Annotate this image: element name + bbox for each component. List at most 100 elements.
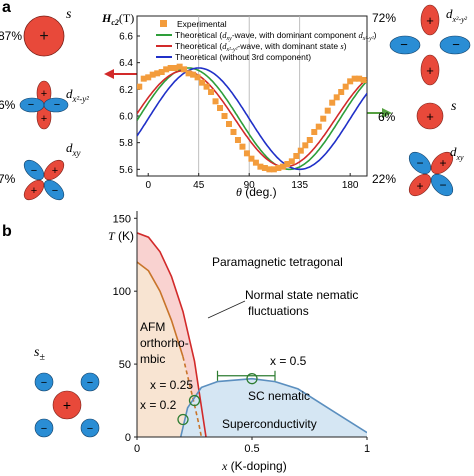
experimental-point	[137, 83, 143, 90]
chart-b-xlabel: x (K-doping)	[221, 459, 287, 473]
svg-text:−: −	[439, 178, 446, 192]
right-s-percent: 6%	[378, 110, 396, 124]
right-dxy-symbol: dxy	[450, 144, 464, 162]
left-dxy-symbol: dxy	[66, 140, 81, 158]
svg-text:−: −	[52, 185, 58, 197]
experimental-point	[239, 143, 246, 150]
experimental-point	[257, 163, 264, 170]
experimental-point	[230, 129, 237, 135]
label-x02: x = 0.2	[140, 398, 177, 412]
y-tick-label: 100	[113, 286, 131, 298]
experimental-point	[338, 89, 345, 95]
experimental-point	[306, 137, 313, 143]
experimental-point	[270, 166, 277, 173]
right-dx2y2-symbol: dx²-y²	[446, 6, 468, 24]
svg-text:+: +	[426, 109, 434, 124]
experimental-point	[248, 155, 255, 162]
experimental-point	[356, 75, 363, 82]
legend-dx2y2: Theoretical (dx²-y²-wave, with dominant …	[175, 41, 347, 53]
doping-marker	[188, 394, 201, 407]
experimental-point	[293, 153, 300, 159]
experimental-point	[320, 115, 327, 122]
chart-b-ylabel: T (K)	[108, 229, 134, 243]
experimental-point	[329, 99, 336, 106]
svg-text:+: +	[439, 156, 446, 170]
left-dxy-percent: 7%	[0, 172, 16, 186]
x-tick-label: 1	[364, 443, 370, 455]
experimental-point	[311, 129, 318, 135]
legend-dxy: Theoretical (dxy-wave, with dominant com…	[175, 30, 377, 42]
label-x05: x = 0.5	[270, 354, 307, 368]
svg-text:+: +	[41, 88, 47, 100]
left-dx2y2-percent: 6%	[0, 98, 16, 112]
experimental-point	[212, 98, 219, 105]
theory-line	[137, 69, 367, 168]
region-afm	[137, 262, 202, 437]
experimental-point	[333, 94, 340, 101]
experimental-point	[199, 79, 206, 86]
label-paramagnetic: Paramagnetic tetragonal	[212, 255, 343, 269]
experimental-point	[261, 165, 268, 171]
region-sc	[180, 378, 367, 437]
right-orbital-dx2y2: + + − − dx²-y² 72%	[372, 4, 471, 86]
tnem-line	[137, 232, 207, 437]
x-tick-label: 135	[291, 180, 308, 191]
y-tick-label: 5.8	[119, 138, 133, 149]
experimental-point	[279, 163, 286, 170]
chart-a-lines	[137, 67, 367, 171]
label-nematic-fluct-2: fluctuations	[248, 304, 309, 318]
svg-text:+: +	[63, 397, 71, 413]
experimental-point	[324, 107, 331, 114]
experimental-point	[158, 69, 165, 75]
experimental-point	[288, 158, 295, 165]
experimental-point	[360, 77, 367, 83]
experimental-point	[347, 78, 354, 85]
chart-b-fills	[137, 232, 367, 437]
experimental-point	[194, 74, 201, 81]
svg-text:−: −	[31, 165, 37, 177]
svg-text:+: +	[416, 179, 423, 193]
experimental-point	[181, 66, 188, 73]
experimental-point	[203, 83, 210, 90]
experimental-point	[217, 105, 224, 111]
experimental-point	[190, 71, 197, 78]
svg-text:−: −	[28, 99, 34, 111]
right-orbital-s: + s 6%	[378, 99, 457, 130]
x-tick-label: 45	[193, 180, 205, 191]
inset-s-pm: s± − − − − +	[34, 345, 100, 438]
experimental-point	[149, 71, 156, 78]
chart-a-points	[137, 63, 367, 173]
experimental-point	[145, 74, 152, 81]
svg-text:−: −	[41, 377, 47, 389]
experimental-point	[226, 121, 232, 127]
experimental-point	[185, 70, 192, 77]
chart-b: 0 0.5 1 0 50 100 150 T (K) x (K-doping) Parama…	[108, 211, 370, 473]
panel-b-label: b	[2, 223, 12, 240]
left-s-symbol: s	[66, 7, 72, 22]
y-tick-label: 150	[113, 213, 131, 225]
x-tick-label: 0	[134, 443, 140, 455]
chart-a-legend: Experimental Theoretical (dxy-wave, with…	[156, 19, 377, 62]
svg-text:+: +	[426, 63, 434, 78]
tc-line	[179, 377, 367, 437]
x-tick-label: 180	[342, 180, 359, 191]
svg-text:+: +	[426, 13, 434, 28]
y-tick-label: 0	[125, 432, 131, 444]
chart-a: 0 45 90 135 180 5.6 5.8 6.0 6.2 6.4 6.6 Hc2(T) θ (…	[101, 11, 377, 199]
inset-symbol: s±	[34, 345, 45, 363]
x-tick-label: 90	[244, 180, 256, 191]
svg-text:+: +	[41, 113, 47, 125]
right-dx2y2-percent: 72%	[372, 11, 396, 25]
left-orbital-s: + s 87%	[0, 7, 72, 57]
experimental-point	[140, 75, 147, 82]
experimental-point	[208, 89, 215, 95]
chart-b-markers	[177, 370, 276, 426]
experimental-point	[176, 63, 183, 70]
x-tick-label: 0.5	[244, 443, 259, 455]
experimental-point	[234, 137, 241, 143]
experimental-point	[172, 65, 179, 71]
experimental-point	[297, 147, 304, 154]
y-tick-label: 6.0	[119, 112, 133, 123]
chart-b-lines	[137, 232, 367, 437]
label-afm-3: mbic	[140, 352, 165, 366]
